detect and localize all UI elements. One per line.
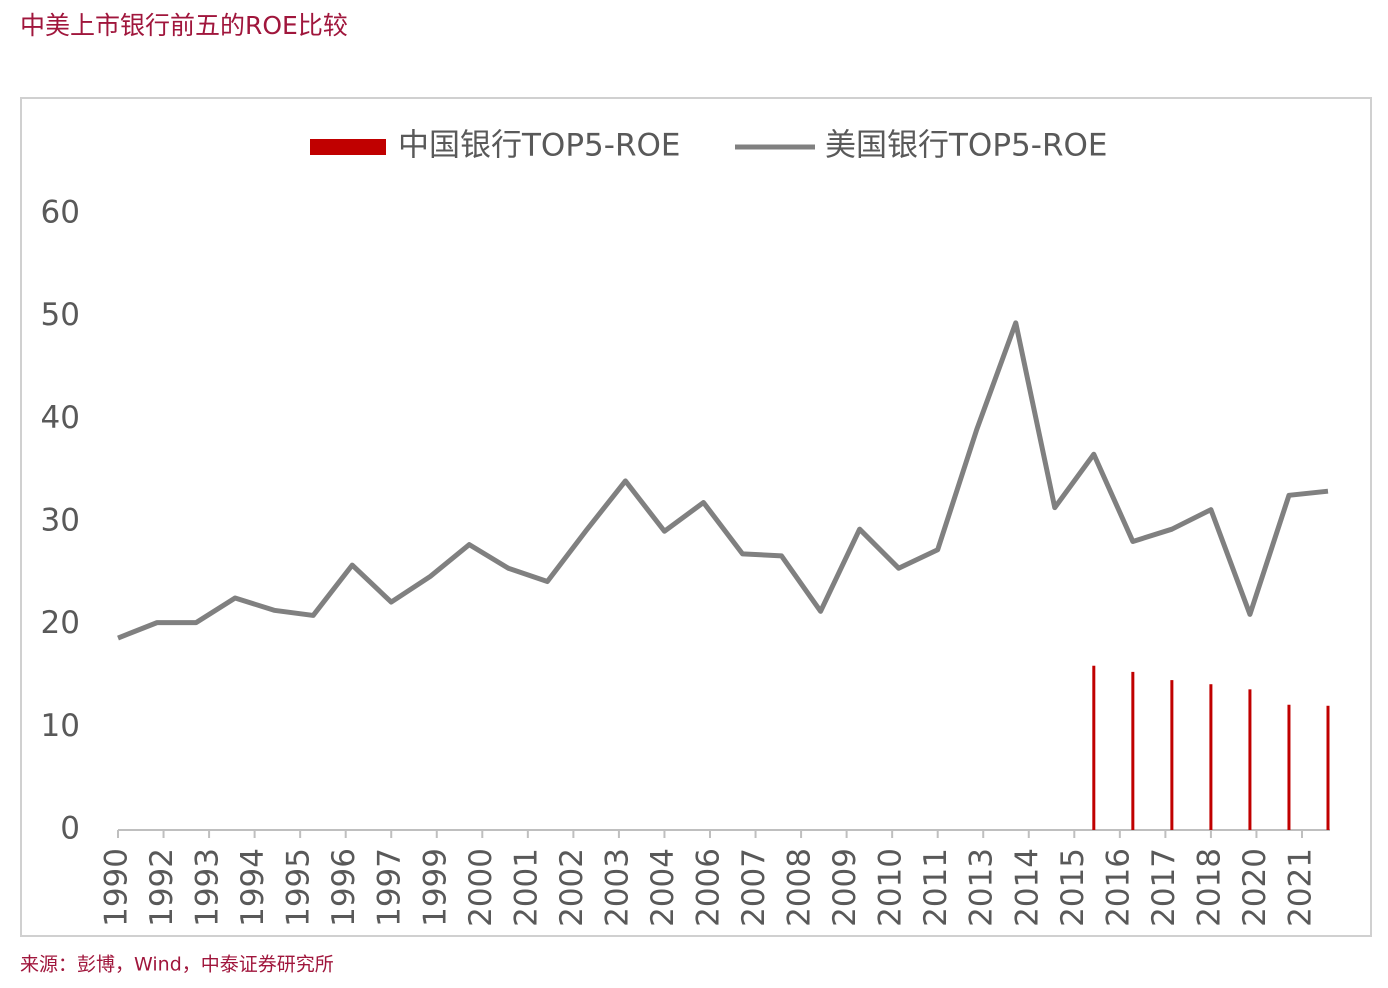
x-tick-label: 2006 (691, 848, 727, 927)
y-tick-label: 40 (41, 400, 80, 436)
y-tick-label: 0 (60, 811, 80, 847)
line (117, 320, 1329, 641)
x-tick-label: 2010 (873, 848, 909, 927)
y-tick-label: 10 (41, 708, 80, 744)
bar (1131, 671, 1135, 830)
bar (1326, 705, 1330, 830)
bar (1170, 680, 1174, 830)
x-tick-label: 2021 (1283, 848, 1319, 927)
x-tick-label: 2014 (1009, 848, 1045, 927)
x-tick-label: 1997 (372, 848, 408, 927)
bar (1287, 704, 1291, 830)
x-tick-label: 2003 (599, 848, 635, 927)
legend-label: 中国银行TOP5-ROE (398, 128, 680, 164)
x-tick-label: 1996 (326, 848, 362, 927)
x-tick-label: 1993 (190, 848, 226, 927)
chart-frame (20, 97, 1372, 937)
x-tick-label: 2002 (554, 848, 590, 927)
x-tick-label: 2007 (736, 848, 772, 927)
x-tick-label: 1992 (144, 848, 180, 927)
x-tick-label: 1990 (99, 848, 135, 927)
bar (1248, 689, 1252, 830)
x-tick-label: 2015 (1055, 848, 1091, 927)
x-tick-label: 1994 (235, 848, 271, 927)
x-tick-label: 2020 (1237, 848, 1273, 927)
x-tick-label: 2018 (1191, 848, 1227, 927)
bar (1209, 684, 1213, 830)
title: 中美上市银行前五的ROE比较 (20, 11, 348, 40)
x-tick-label: 2001 (508, 848, 544, 927)
x-tick-label: 2013 (964, 848, 1000, 927)
x-tick-label: 2009 (827, 848, 863, 927)
x-tick-label: 2000 (463, 848, 499, 927)
y-tick-label: 20 (41, 605, 80, 641)
x-tick-label: 2011 (918, 848, 954, 927)
x-tick-label: 2008 (782, 848, 818, 927)
y-tick-label: 50 (41, 297, 80, 333)
bar (1092, 665, 1096, 830)
y-tick-label: 30 (41, 503, 80, 539)
source-note: 来源：彭博，Wind，中泰证券研究所 (20, 954, 334, 976)
legend-swatch (310, 139, 386, 155)
x-tick-label: 2016 (1100, 848, 1136, 927)
x-tick-label: 2004 (645, 848, 681, 927)
legend-label: 美国银行TOP5-ROE (825, 128, 1107, 164)
y-tick-label: 60 (41, 195, 80, 231)
x-tick-label: 1995 (281, 848, 317, 927)
x-tick-label: 2017 (1146, 848, 1182, 927)
x-tick-label: 1999 (417, 848, 453, 927)
